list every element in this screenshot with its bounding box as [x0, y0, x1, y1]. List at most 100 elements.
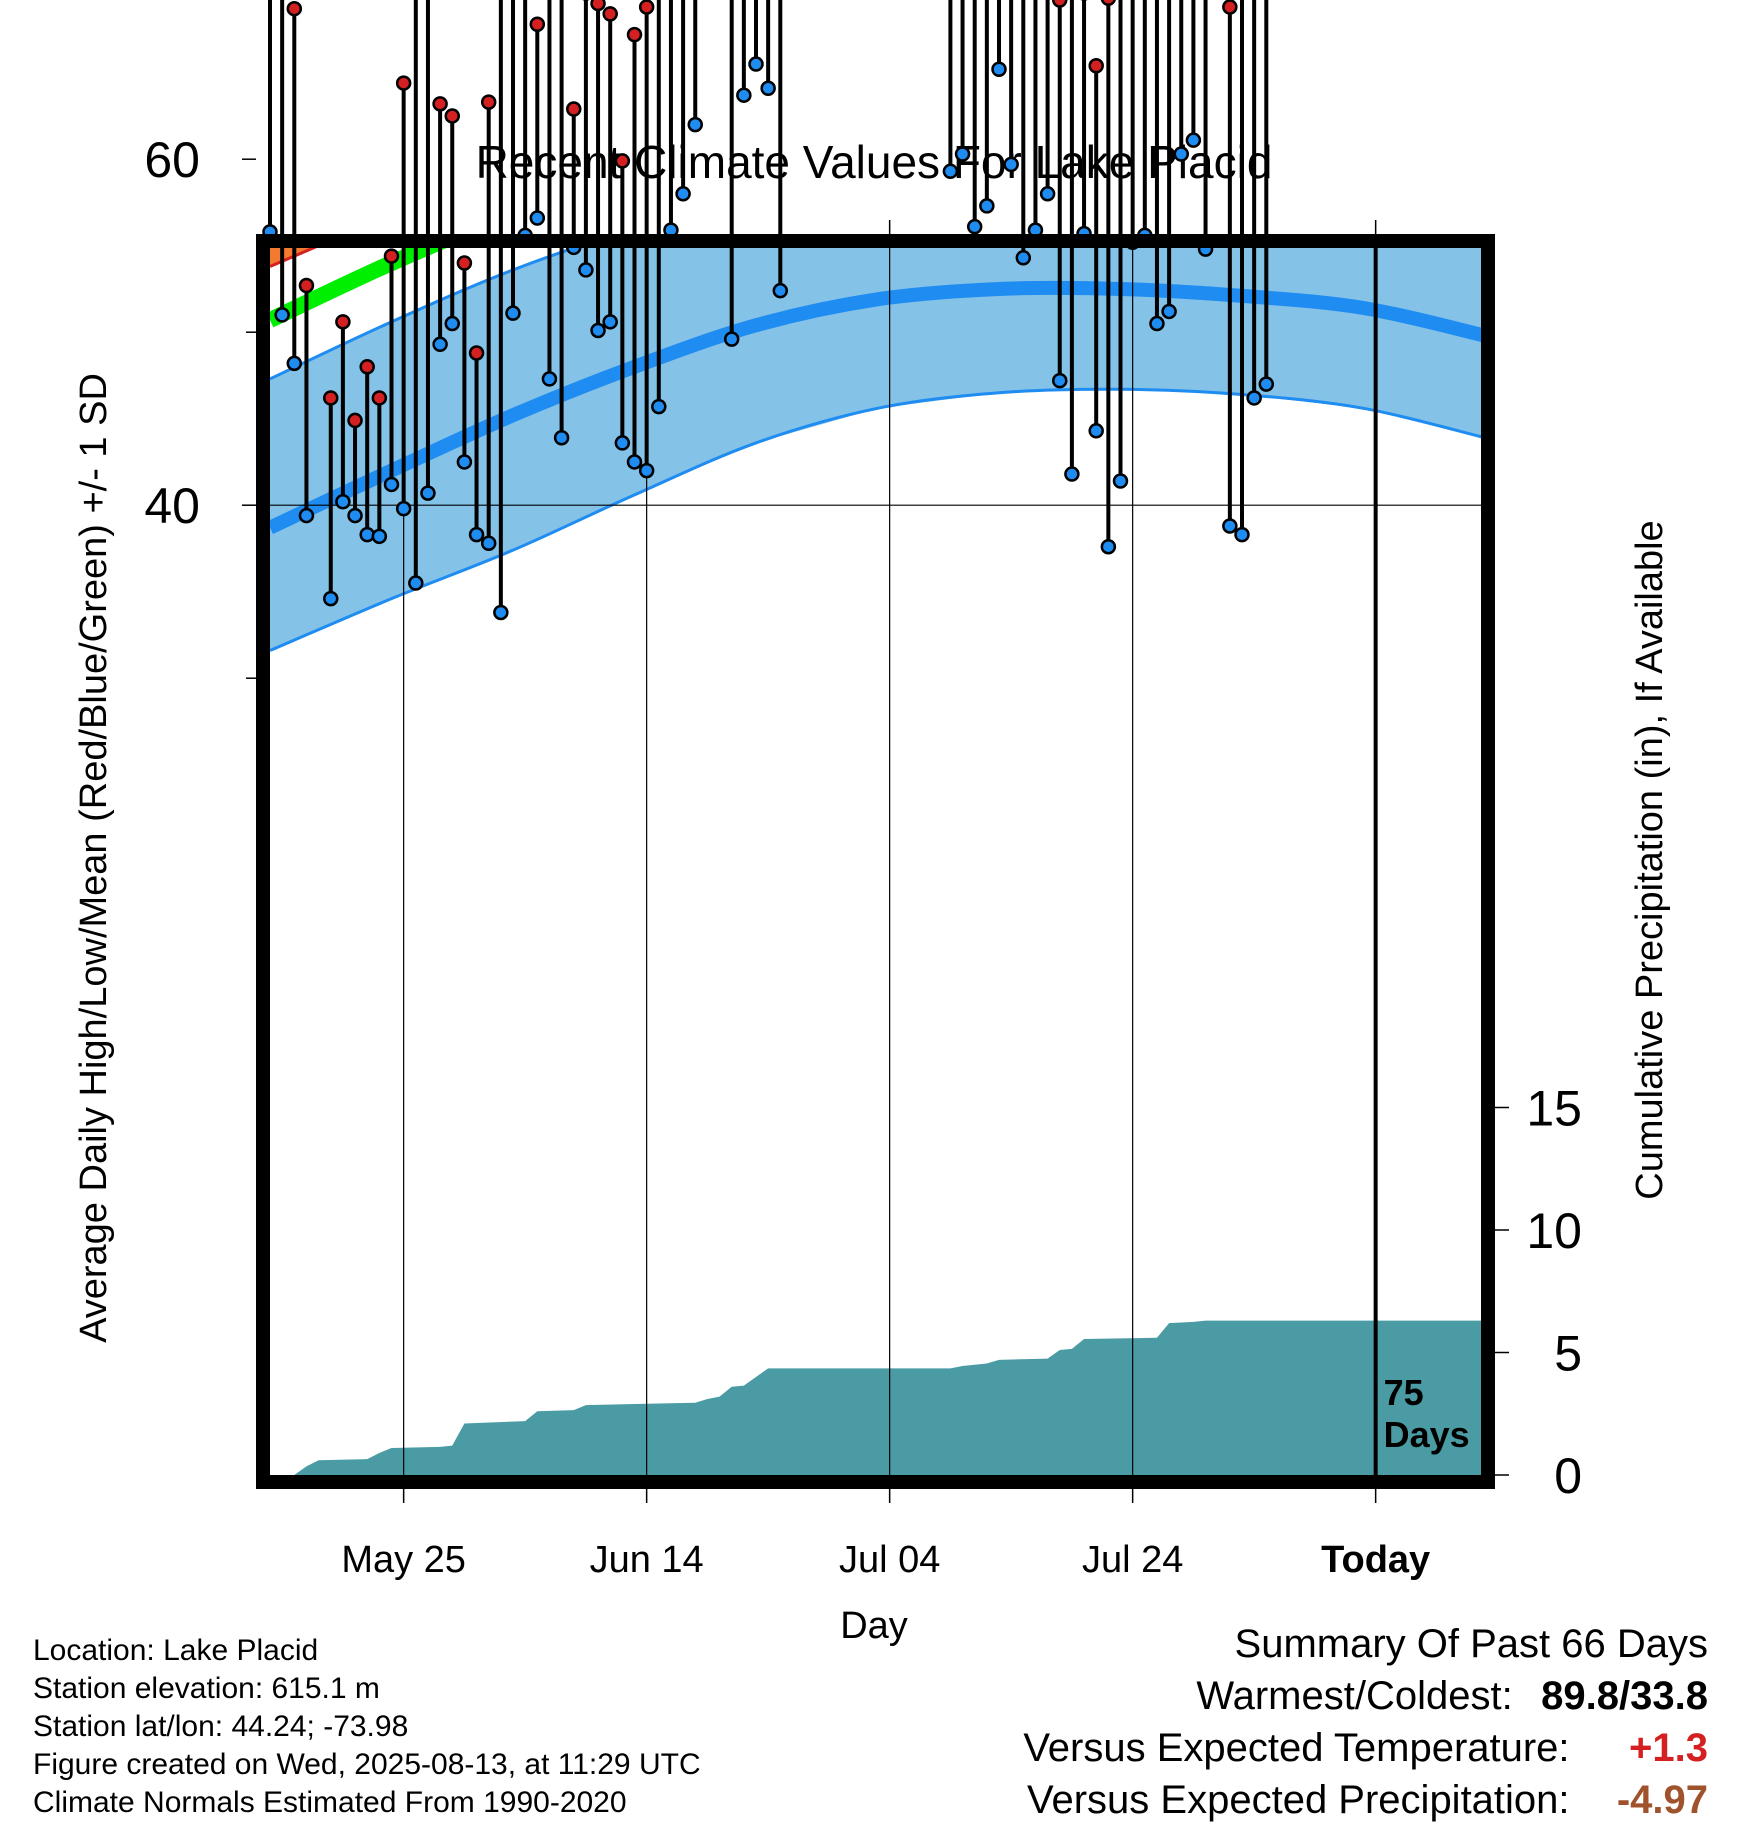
daily-low-point	[371, 528, 388, 545]
daily-low-point	[480, 535, 497, 552]
summary-title: Summary Of Past 66 Days	[1235, 1622, 1708, 1667]
plot-area	[270, 0, 1485, 1475]
y-left-tick-label: 40	[144, 478, 200, 534]
daily-low-point	[1052, 372, 1068, 389]
daily-high-point	[432, 96, 448, 112]
daily-high-point	[626, 26, 643, 43]
x-tick-label: Jul 24	[1082, 1539, 1183, 1581]
daily-high-point	[468, 345, 485, 361]
info-latlon: Station lat/lon: 44.24; -73.98	[33, 1710, 409, 1743]
daily-low-point	[651, 398, 667, 415]
daily-high-point	[1100, 0, 1116, 7]
y-right-tick-label: 5	[1554, 1326, 1582, 1382]
daily-low-point	[675, 186, 691, 202]
low-upper-line	[270, 248, 579, 381]
summary-warm-cold: Warmest/Coldest: 89.8/33.8	[1196, 1674, 1708, 1719]
precip-label: Versus Expected Precipitation:	[1027, 1778, 1570, 1822]
daily-low-point	[772, 282, 789, 299]
daily-low-point	[359, 526, 375, 543]
daily-low-point	[1173, 146, 1189, 162]
today-days-label: Days	[1384, 1414, 1470, 1455]
daily-high-point	[602, 6, 618, 22]
daily-high-point	[347, 412, 363, 429]
y-axis-right-label: Cumulative Precipitation (in), If Availa…	[1629, 520, 1671, 1199]
daily-low-point	[687, 116, 703, 133]
daily-high-point	[335, 314, 351, 330]
info-created: Figure created on Wed, 2025-08-13, at 11…	[33, 1748, 701, 1781]
daily-high-point	[529, 16, 546, 33]
daily-low-point	[626, 454, 643, 470]
daily-low-point	[1222, 518, 1238, 534]
daily-high-point	[590, 0, 606, 12]
daily-low-point	[954, 146, 971, 162]
daily-low-point	[979, 198, 995, 214]
temp-label: Versus Expected Temperature:	[1023, 1726, 1570, 1770]
daily-low-point	[347, 507, 363, 524]
daily-low-point	[468, 526, 485, 543]
daily-low-point	[966, 218, 983, 235]
daily-low-point	[1003, 156, 1019, 173]
daily-low-point	[298, 507, 315, 524]
daily-low-point	[456, 454, 473, 470]
low-normal-band	[270, 248, 1481, 651]
warm-cold-value: 89.8/33.8	[1541, 1674, 1708, 1718]
daily-low-point	[432, 336, 448, 353]
daily-low-point	[286, 355, 303, 372]
daily-low-point	[614, 435, 631, 451]
daily-high-point	[480, 94, 497, 110]
daily-low-point	[1161, 303, 1177, 320]
warm-cold-label: Warmest/Coldest:	[1196, 1674, 1513, 1718]
temp-value: +1.3	[1629, 1726, 1708, 1770]
y-axis-left-label: Average Daily High/Low/Mean (Red/Blue/Gr…	[73, 373, 115, 1343]
summary-temp: Versus Expected Temperature: +1.3	[1023, 1726, 1708, 1771]
daily-low-point	[1258, 376, 1275, 392]
y-right-tick-label: 0	[1554, 1448, 1582, 1504]
daily-low-point	[383, 476, 400, 493]
daily-low-point	[505, 305, 521, 321]
daily-high-point	[298, 277, 315, 294]
daily-low-point	[723, 331, 740, 347]
daily-low-point	[1088, 423, 1104, 439]
daily-high-point	[566, 101, 582, 117]
daily-low-point	[529, 210, 546, 226]
y-right-tick-label: 15	[1526, 1081, 1582, 1137]
daily-high-point	[638, 0, 655, 15]
daily-low-point	[1112, 473, 1129, 489]
daily-high-point	[323, 390, 339, 406]
daily-high-point	[383, 248, 400, 264]
daily-low-point	[748, 56, 764, 72]
daily-high-point	[1222, 0, 1238, 15]
summary-title-text: Summary Of Past 66 Days	[1234, 1622, 1708, 1666]
today-days-number: 75	[1384, 1372, 1424, 1413]
x-tick-label: May 25	[341, 1539, 466, 1581]
daily-low-point	[541, 371, 558, 387]
x-axis-label: Day	[840, 1605, 908, 1647]
y-right-tick-label: 10	[1526, 1203, 1582, 1259]
daily-low-point	[323, 590, 339, 607]
daily-high-point	[444, 108, 460, 124]
daily-low-point	[408, 575, 424, 591]
daily-low-point	[578, 262, 594, 278]
precip-value: -4.97	[1616, 1778, 1708, 1822]
daily-low-point	[638, 462, 655, 479]
info-normals: Climate Normals Estimated From 1990-2020	[33, 1786, 627, 1819]
daily-low-point	[1100, 538, 1117, 555]
daily-high-point	[456, 255, 473, 271]
daily-low-point	[1149, 315, 1165, 332]
daily-low-point	[493, 604, 509, 621]
plot-frame	[256, 234, 1495, 1489]
daily-high-point	[614, 153, 631, 169]
daily-low-point	[444, 315, 460, 332]
high-normal-line	[270, 0, 1485, 107]
precip-area	[270, 1320, 1481, 1475]
daily-low-point	[1234, 526, 1250, 543]
x-tick-label: Jul 04	[839, 1539, 940, 1581]
daily-low-point	[1246, 390, 1262, 406]
daily-low-point	[1039, 186, 1056, 202]
daily-low-point	[553, 429, 570, 446]
daily-low-point	[942, 163, 959, 180]
summary-precip: Versus Expected Precipitation: -4.97	[1027, 1778, 1708, 1823]
daily-low-point	[760, 80, 776, 97]
daily-high-point	[395, 75, 412, 91]
